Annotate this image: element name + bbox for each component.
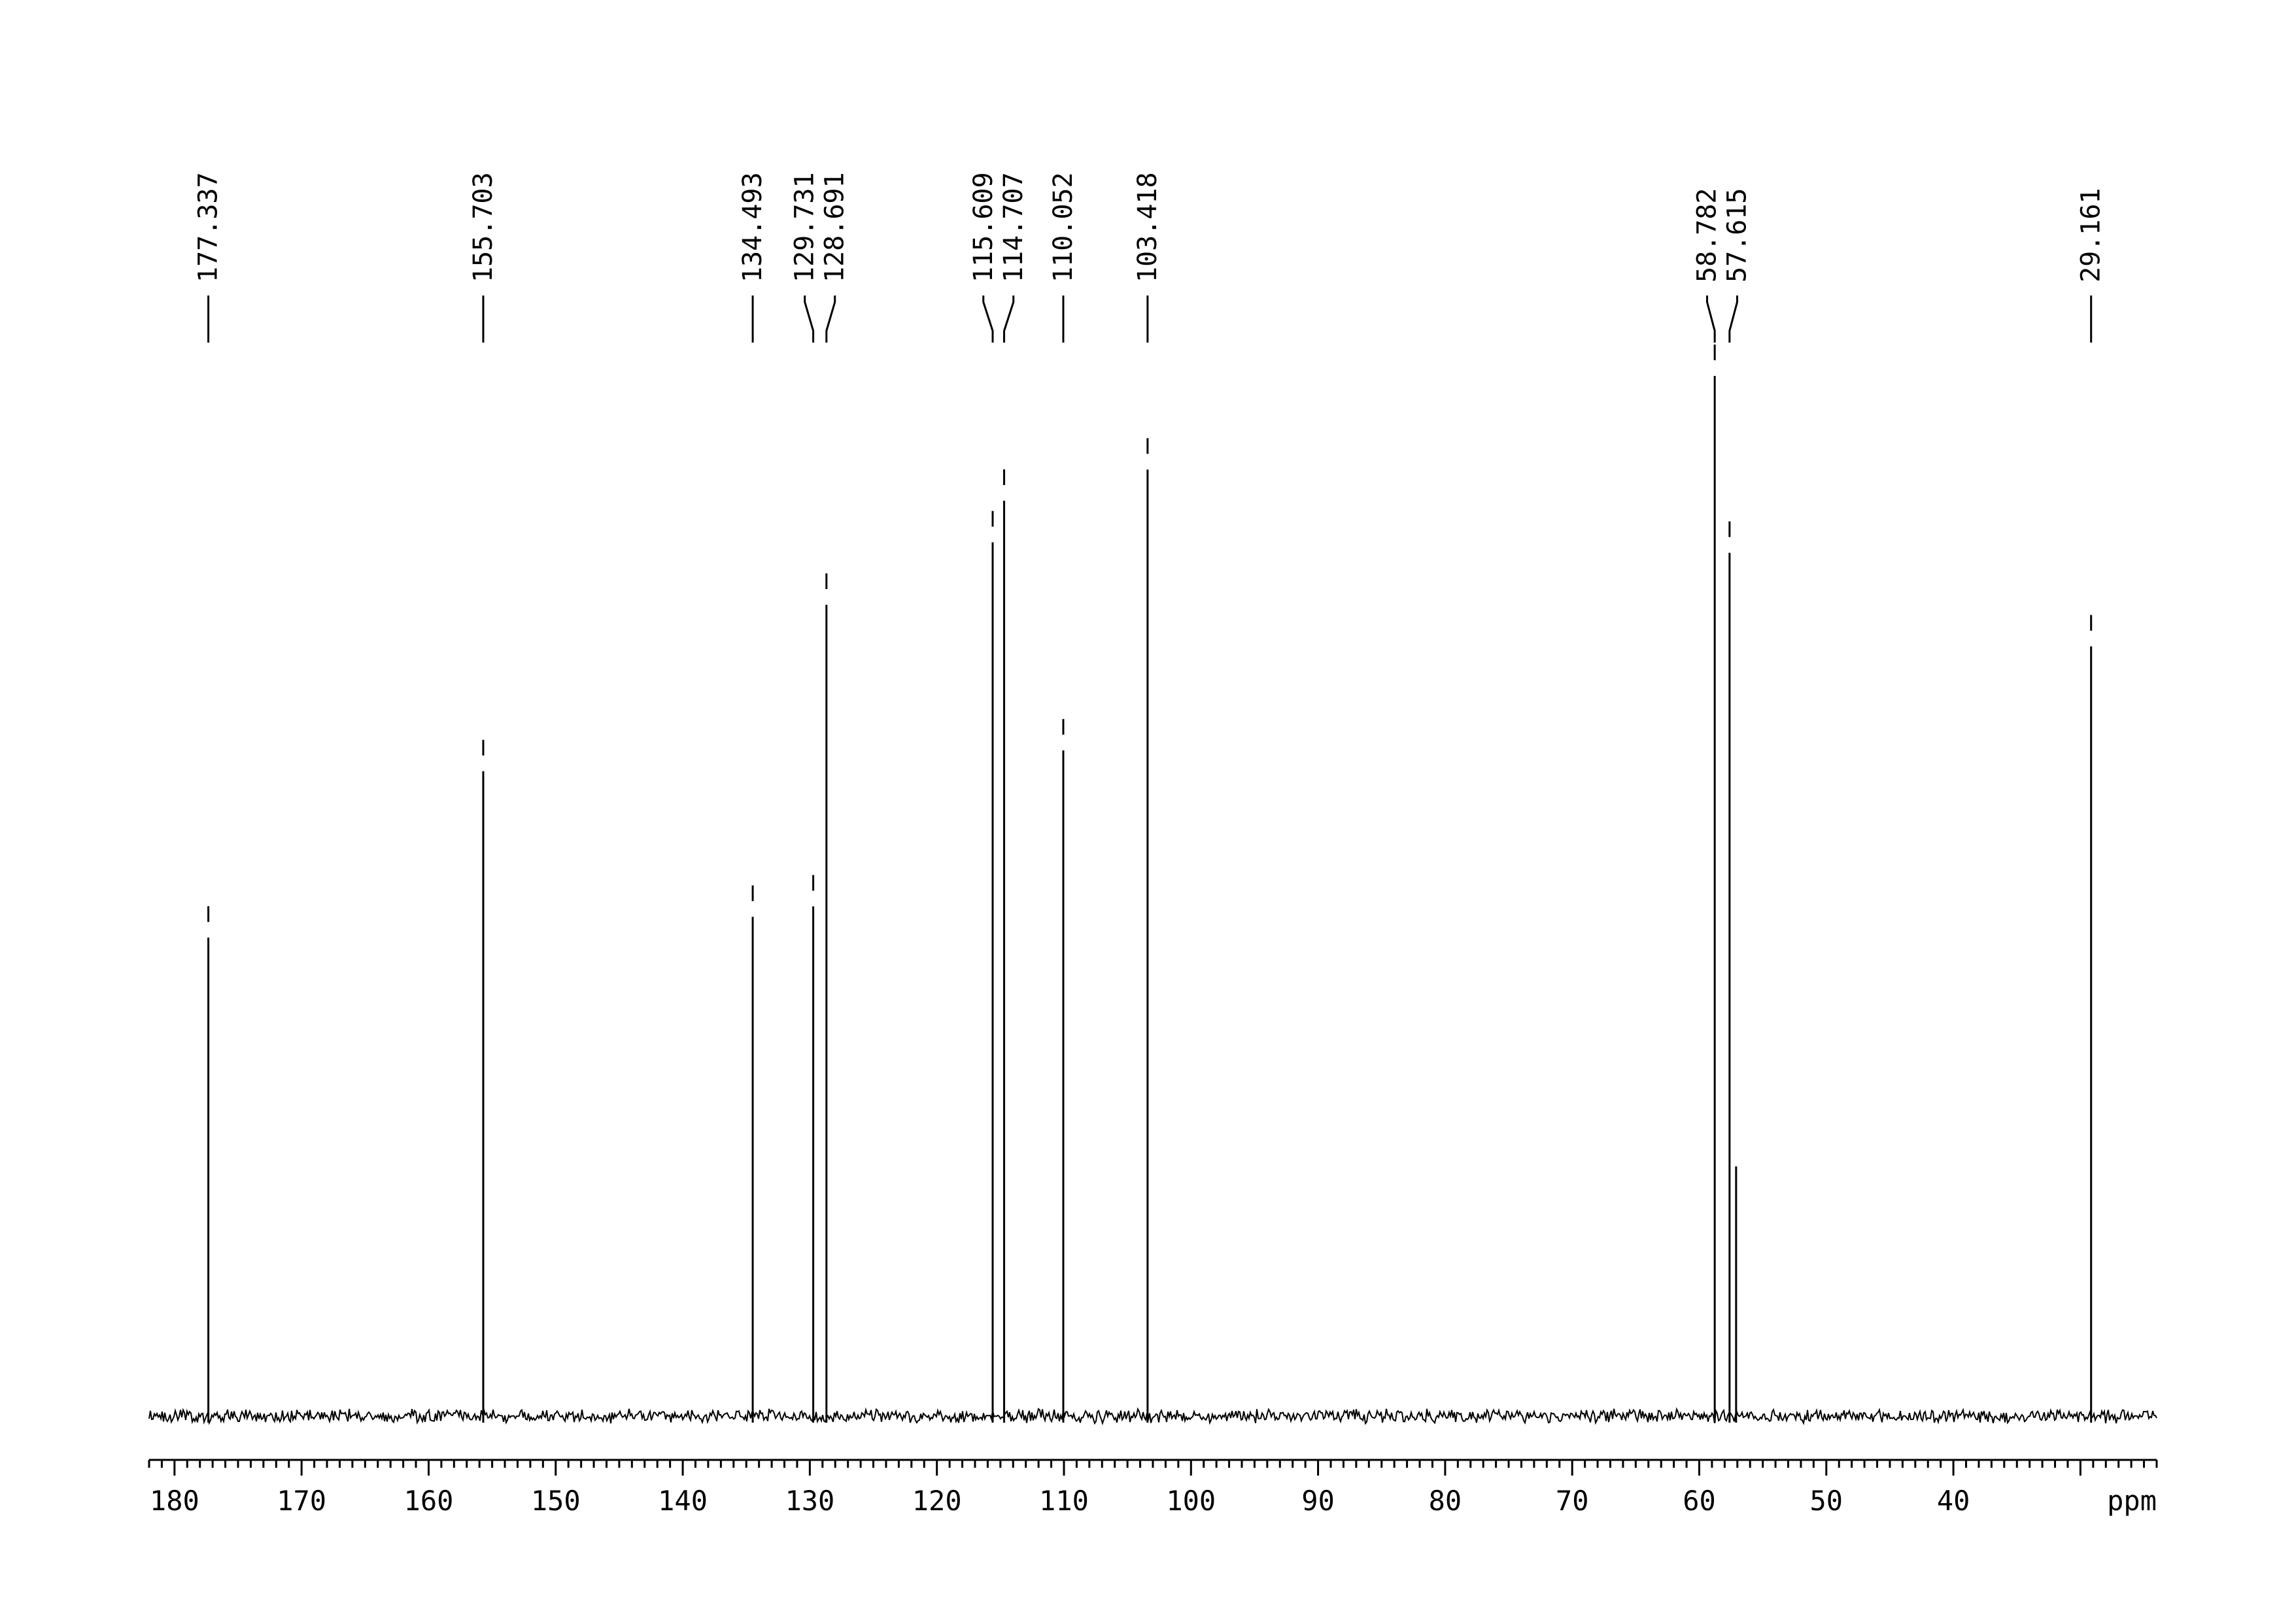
x-axis-tick-label: 160 xyxy=(404,1485,454,1517)
peak-label: 103.418 xyxy=(1133,172,1163,282)
x-axis-tick-label: 90 xyxy=(1301,1485,1335,1517)
peak-label-connector xyxy=(1706,296,1716,343)
peak-label-connector xyxy=(1728,296,1739,343)
peak-label: 114.707 xyxy=(999,172,1029,282)
peak-label: 58.782 xyxy=(1692,188,1722,283)
x-axis-tick-label: 70 xyxy=(1556,1485,1589,1517)
peak-label: 129.731 xyxy=(790,172,820,282)
x-axis-tick-label: 110 xyxy=(1039,1485,1089,1517)
x-axis-tick-label: 80 xyxy=(1429,1485,1462,1517)
peak-label: 115.609 xyxy=(968,172,999,282)
peak-label: 57.615 xyxy=(1722,188,1753,283)
x-axis-tick-label: 180 xyxy=(150,1485,199,1517)
x-axis-tick-label: 130 xyxy=(785,1485,834,1517)
x-axis-tick-label: 50 xyxy=(1810,1485,1843,1517)
peak-label-group: 177.337 155.703 134.493 129.731 128.691 115.6… xyxy=(194,172,2106,282)
spectrum-trace xyxy=(148,376,2157,1426)
x-axis-tick-label: 40 xyxy=(1937,1485,1970,1517)
peak-label: 155.703 xyxy=(468,172,498,282)
x-axis-tick-label: 170 xyxy=(277,1485,326,1517)
peak-label: 29.161 xyxy=(2076,188,2106,283)
x-axis: 180 170 160 150 140 130 120 110 100 90 80 70 60 50 40 xyxy=(148,1459,2158,1517)
peak-label: 177.337 xyxy=(194,172,224,282)
peak-label: 128.691 xyxy=(820,172,850,282)
peak-label-connector xyxy=(804,296,815,343)
peak-label: 134.493 xyxy=(738,172,768,282)
x-axis-tick-label: 140 xyxy=(658,1485,708,1517)
peak-connector-group xyxy=(207,296,2093,343)
x-axis-tick-label: 150 xyxy=(531,1485,581,1517)
x-axis-tick-label: 120 xyxy=(912,1485,962,1517)
x-axis-tick-label: 100 xyxy=(1166,1485,1216,1517)
x-axis-unit-label: ppm xyxy=(2107,1485,2157,1517)
baseline-noise xyxy=(148,1407,2157,1426)
peak-marker-group xyxy=(207,345,2093,922)
peak-label-connector xyxy=(982,296,994,343)
peak-label: 110.052 xyxy=(1048,172,1078,282)
x-axis-tick-label: 60 xyxy=(1683,1485,1716,1517)
peak-label-connector xyxy=(825,296,836,343)
peak-label-connector xyxy=(1003,296,1015,343)
